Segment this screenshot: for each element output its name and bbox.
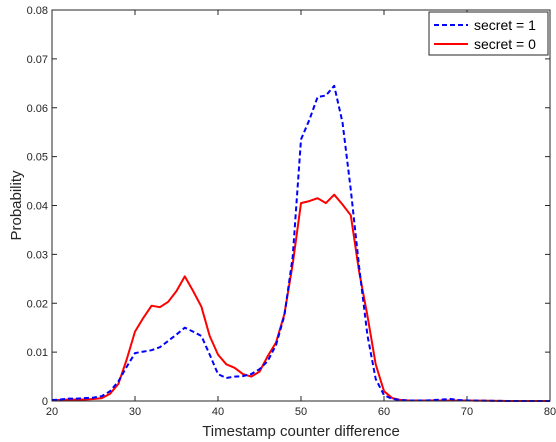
y-tick-label: 0.03 (27, 249, 48, 261)
legend-box (428, 11, 549, 56)
y-tick-labels: 0 0.01 0.02 0.03 0.04 0.05 0.06 0.07 0.08 (27, 5, 48, 408)
legend-label-secret-1: secret = 1 (474, 17, 536, 33)
x-tick-label: 40 (212, 406, 224, 418)
y-tick-label: 0 (42, 396, 48, 408)
y-tick-label: 0.02 (27, 298, 48, 310)
y-tick-label: 0.06 (27, 103, 48, 115)
legend: secret = 1 secret = 0 (428, 11, 549, 56)
x-tick-label: 70 (461, 406, 473, 418)
y-tick-label: 0.07 (27, 54, 48, 66)
x-tick-label: 80 (544, 406, 556, 418)
x-tick-label: 20 (46, 406, 58, 418)
y-tick-label: 0.04 (27, 201, 48, 213)
x-tick-label: 60 (378, 406, 390, 418)
y-tick-label: 0.08 (27, 5, 48, 17)
legend-label-secret-0: secret = 0 (474, 36, 536, 52)
y-axis-label: Probability (8, 170, 25, 241)
plot-frame (51, 9, 551, 402)
x-tick-labels: 20 30 40 50 60 70 80 (46, 406, 556, 418)
y-tick-label: 0.05 (27, 152, 48, 164)
x-tick-label: 30 (129, 406, 141, 418)
x-tick-label: 50 (295, 406, 307, 418)
x-axis-label: Timestamp counter difference (202, 423, 400, 440)
y-tick-label: 0.01 (27, 347, 48, 359)
